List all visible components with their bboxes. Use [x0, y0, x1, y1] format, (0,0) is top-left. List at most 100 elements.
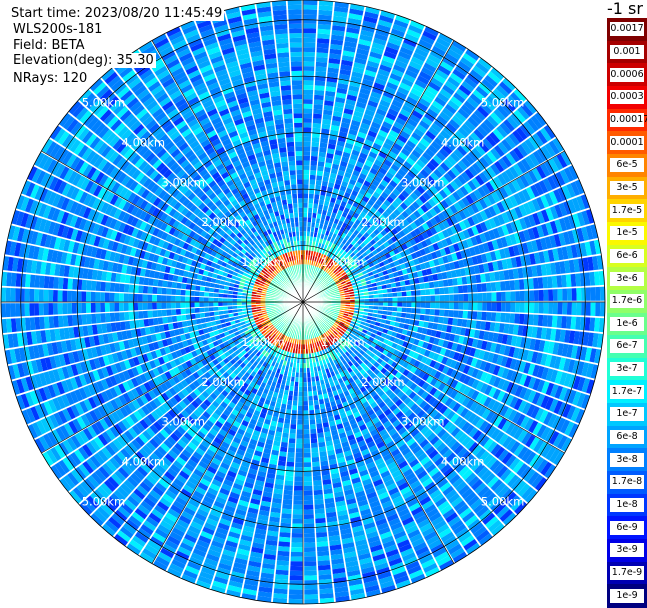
ppi-range-gate — [313, 99, 323, 104]
ppi-range-gate — [315, 185, 321, 190]
ppi-range-gate — [295, 472, 303, 477]
ppi-range-gate — [287, 452, 295, 457]
ppi-range-gate — [556, 275, 562, 288]
ppi-range-gate — [303, 165, 310, 170]
ppi-range-gate — [487, 292, 492, 301]
ppi-range-gate — [314, 490, 324, 496]
ppi-range-gate — [282, 433, 289, 439]
ppi-range-gate — [317, 551, 329, 557]
ppi-range-gate — [304, 491, 313, 496]
ppi-range-gate — [311, 147, 319, 152]
ppi-range-gate — [284, 490, 294, 495]
ppi-range-gate — [562, 302, 567, 315]
ppi-range-gate — [430, 302, 435, 308]
ppi-range-gate — [472, 284, 477, 293]
ppi-range-gate — [277, 556, 290, 562]
ppi-range-gate — [303, 146, 310, 151]
ppi-range-gate — [443, 317, 449, 324]
ppi-range-gate — [444, 287, 449, 294]
ppi-range-gate — [473, 302, 478, 310]
ppi-range-gate — [397, 302, 402, 307]
ppi-range-gate — [449, 310, 454, 317]
ppi-range-gate — [315, 518, 326, 524]
ppi-range-gate — [303, 47, 315, 52]
ppi-range-gate — [543, 289, 548, 301]
ppi-range-gate — [449, 286, 454, 294]
ppi-range-gate — [293, 396, 298, 401]
ppi-range-gate — [402, 307, 407, 312]
ppi-range-gate — [311, 137, 319, 142]
ppi-range-gate — [299, 382, 303, 387]
ppi-range-gate — [520, 290, 525, 301]
ppi-range-gate — [444, 302, 449, 309]
ppi-range-gate — [293, 509, 303, 514]
ppi-range-gate — [595, 302, 600, 316]
ppi-range-gate — [315, 62, 327, 67]
ppi-range-gate — [393, 297, 398, 302]
ppi-range-gate — [303, 127, 311, 132]
ppi-range-gate — [318, 555, 331, 561]
ppi-range-gate — [304, 443, 311, 448]
ppi-range-gate — [424, 315, 429, 322]
ppi-range-gate — [304, 594, 318, 599]
ppi-range-gate — [314, 494, 324, 500]
ppi-range-gate — [420, 289, 425, 295]
ppi-range-gate — [285, 414, 291, 419]
ppi-range-gate — [534, 302, 539, 313]
ppi-range-gate — [438, 316, 444, 323]
ppi-range-gate — [294, 476, 303, 481]
ppi-range-gate — [600, 286, 605, 301]
ppi-range-gate — [393, 302, 398, 307]
ppi-range-gate — [312, 452, 320, 457]
ppi-range-gate — [510, 302, 515, 312]
ppi-range-gate — [317, 38, 330, 44]
ppi-range-gate — [303, 52, 315, 57]
ppi-range-gate — [290, 429, 297, 434]
ppi-range-gate — [452, 278, 458, 286]
ppi-range-gate — [310, 170, 317, 175]
ppi-range-gate — [313, 114, 322, 119]
ppi-range-gate — [430, 288, 435, 295]
ppi-range-gate — [308, 203, 313, 208]
ppi-range-gate — [297, 425, 303, 430]
ppi-range-gate — [304, 514, 314, 519]
ppi-range-gate — [454, 302, 459, 309]
ppi-range-gate — [317, 541, 329, 547]
ppi-range-gate — [294, 491, 303, 496]
ppi-range-gate — [600, 302, 605, 316]
ppi-range-gate — [317, 24, 331, 30]
ppi-range-gate — [533, 314, 539, 326]
ppi-range-gate — [303, 14, 317, 19]
ppi-range-gate — [567, 288, 572, 301]
ppi-range-gate — [304, 533, 315, 538]
ppi-range-gate — [519, 279, 525, 290]
ppi-range-gate — [440, 302, 445, 309]
ppi-range-gate — [482, 292, 487, 301]
ppi-range-gate — [572, 302, 577, 315]
ppi-range-gate — [459, 302, 464, 310]
ppi-range-gate — [312, 128, 321, 133]
ppi-range-gate — [303, 123, 312, 128]
ppi-range-gate — [303, 66, 314, 71]
ppi-range-gate — [477, 293, 482, 302]
ppi-range-gate — [303, 38, 316, 43]
ppi-range-gate — [284, 423, 291, 428]
ppi-range-gate — [482, 302, 487, 311]
ppi-range-gate — [420, 308, 425, 314]
ppi-range-gate — [298, 396, 303, 401]
ppi-range-gate — [449, 302, 454, 309]
ppi-range-gate — [316, 527, 327, 533]
ppi-range-gate — [435, 302, 440, 309]
ppi-range-gate — [279, 537, 291, 543]
ppi-range-gate — [416, 296, 421, 302]
ppi-range-gate — [304, 599, 319, 604]
ppi-range-gate — [304, 420, 310, 425]
ppi-range-gate — [303, 175, 309, 180]
ppi-range-gate — [303, 61, 315, 66]
ppi-range-gate — [303, 151, 310, 156]
ppi-range-gate — [303, 43, 315, 48]
ppi-range-gate — [284, 485, 293, 490]
ppi-range-gate — [287, 462, 295, 467]
ppi-range-gate — [303, 28, 316, 33]
ppi-range-gate — [520, 302, 525, 313]
